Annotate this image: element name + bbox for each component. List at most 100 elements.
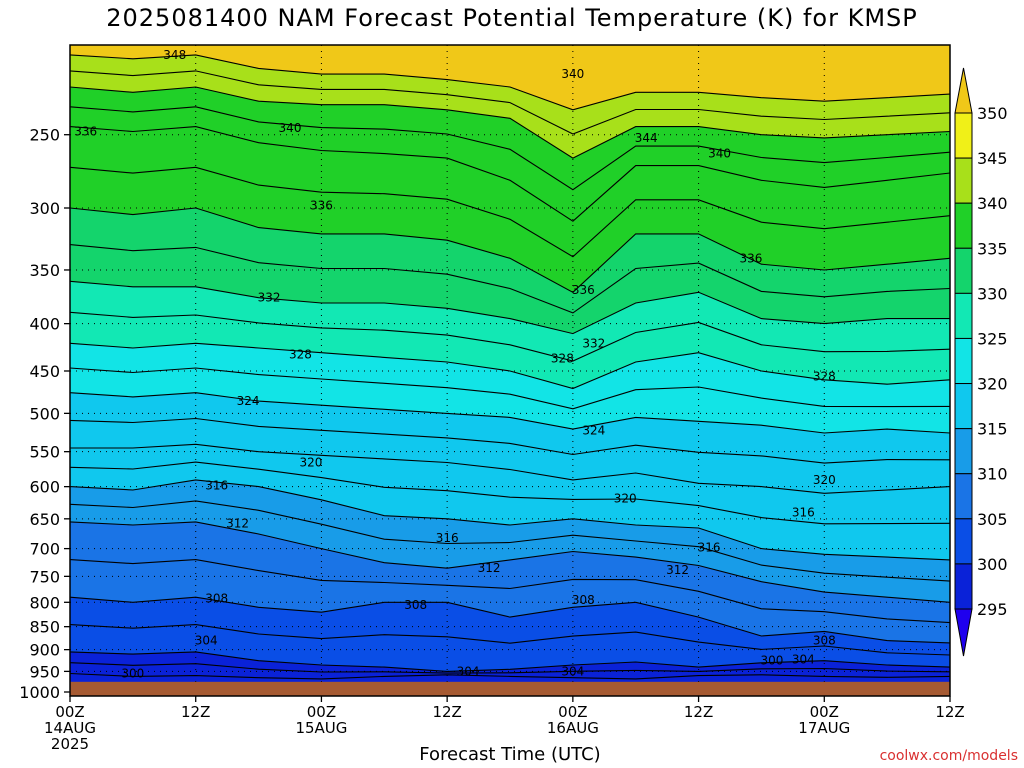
contour-316 [70,479,950,561]
colorbar-label: 310 [977,465,1008,484]
contour-328 [70,342,950,390]
contour-308 [70,596,950,644]
colorbar-swatch [954,473,973,520]
contour-302 [70,662,950,674]
colorbar-swatch [954,292,973,339]
colorbar-label: 325 [977,329,1008,348]
contour-314 [70,500,950,582]
colorbar-swatch [954,563,973,610]
y-tick-label: 800 [29,593,60,612]
contour-332 [70,280,950,335]
x-tick-label: 2025 [51,735,89,753]
contour-label: 312 [226,517,249,531]
x-axis-label: Forecast Time (UTC) [419,744,601,765]
x-tick-label: 16AUG [547,719,599,737]
credit-link[interactable]: coolwx.com/models [879,748,1018,764]
contour-label: 308 [572,593,595,607]
x-tick-label: 00Z [810,703,839,721]
x-tick-label: 00Z [55,703,84,721]
y-tick-label: 300 [29,199,60,218]
colorbar-label: 320 [977,375,1008,394]
x-tick-label: 12Z [684,703,713,721]
y-tick-label: 900 [29,641,60,660]
contour-348 [70,54,950,111]
y-tick-label: 600 [29,478,60,497]
contour-300 [70,672,950,680]
contour-label: 340 [279,121,302,135]
ground [70,681,950,696]
x-tick-label: 12Z [935,703,964,721]
colorbar-label: 300 [977,555,1008,574]
contour-label: 312 [478,561,501,575]
contour-label: 336 [739,251,762,265]
x-tick-label: 00Z [558,703,587,721]
contour-label: 300 [760,654,783,668]
contour-label: 344 [635,131,658,145]
contour-label: 308 [205,591,228,605]
colorbar-arrow-top [954,67,973,114]
contour-label: 324 [237,394,260,408]
contour-label: 336 [74,124,97,138]
contour-340 [70,126,950,222]
contour-label: 328 [289,348,312,362]
colorbar-label: 295 [977,600,1008,619]
contour-label: 304 [792,652,815,666]
contour-label: 328 [551,351,574,365]
y-tick-label: 400 [29,315,60,334]
x-tick-label: 17AUG [798,719,850,737]
contour-346 [70,70,950,135]
contour-324 [70,392,950,434]
colorbar-arrow-bottom [954,608,973,657]
contour-306 [70,624,950,656]
contour-336 [70,207,950,293]
contour-label: 308 [404,598,427,612]
contour-label: 316 [698,540,721,554]
x-tick-label: 12Z [181,703,210,721]
colorbar-swatch [954,383,973,430]
colorbar-swatch [954,157,973,204]
contour-label: 316 [205,478,228,492]
y-tick-label: 650 [29,510,60,529]
contour-label: 340 [561,67,584,81]
contour-310 [70,559,950,624]
contour-label: 328 [813,369,836,383]
contour-label: 312 [666,563,689,577]
colorbar-swatch [954,428,973,475]
y-tick-label: 450 [29,362,60,381]
y-tick-label: 500 [29,404,60,423]
x-tick-label: 00Z [307,703,336,721]
contour-label: 316 [436,531,459,545]
colorbar-label: 330 [977,284,1008,303]
contour-label: 304 [195,634,218,648]
colorbar-swatch [954,112,973,159]
contour-320 [70,443,950,494]
contour-label: 320 [299,455,322,469]
contour-label: 336 [310,198,333,212]
contour-label: 324 [582,424,605,438]
colorbar-swatch [954,247,973,294]
contour-label: 308 [813,634,836,648]
y-tick-label: 1000 [19,683,60,702]
contour-342 [70,106,950,191]
contour-label: 320 [614,492,637,506]
chart-title: 2025081400 NAM Forecast Potential Temper… [106,4,918,32]
y-tick-label: 850 [29,618,60,637]
contour-label: 304 [561,664,584,678]
contour-338 [70,166,950,258]
contour-344 [70,86,950,159]
y-tick-label: 750 [29,567,60,586]
contour-322 [70,417,950,464]
x-tick-label: 15AUG [295,719,347,737]
y-tick-label: 550 [29,443,60,462]
colorbar-swatch [954,202,973,249]
y-tick-label: 950 [29,662,60,681]
colorbar-label: 345 [977,149,1008,168]
y-tick-label: 250 [29,126,60,145]
contour-label: 332 [582,336,605,350]
colorbar-label: 335 [977,239,1008,258]
contour-304 [70,651,950,672]
contour-label: 336 [572,283,595,297]
contour-312 [70,521,950,603]
contour-label: 340 [708,147,731,161]
